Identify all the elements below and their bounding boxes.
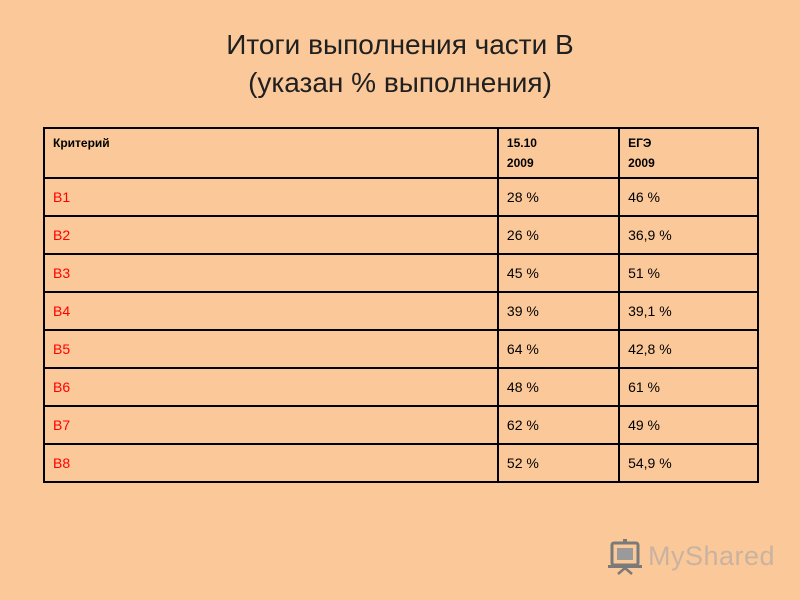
- ege-value-cell: 39,1 %: [618, 291, 759, 331]
- criterion-cell: В2: [43, 215, 499, 255]
- presentation-board-icon: [608, 539, 642, 575]
- criterion-cell: В5: [43, 329, 499, 369]
- table-row: В5 64 % 42,8 %: [43, 329, 759, 369]
- table-row: В7 62 % 49 %: [43, 405, 759, 445]
- date-value-cell: 62 %: [496, 405, 621, 445]
- criterion-cell: В6: [43, 367, 499, 407]
- ege-value-cell: 54,9 %: [618, 443, 759, 483]
- ege-value-cell: 61 %: [618, 367, 759, 407]
- logo-text: MyShared: [648, 541, 776, 571]
- criterion-cell: В8: [43, 443, 499, 483]
- header-ege-line-1: ЕГЭ: [628, 136, 652, 150]
- table-header-row: Критерий 15.10 2009 ЕГЭ 2009: [43, 127, 759, 179]
- header-ege-2009: ЕГЭ 2009: [618, 127, 759, 179]
- date-value-cell: 64 %: [496, 329, 621, 369]
- results-table: Критерий 15.10 2009 ЕГЭ 2009 В1 28 % 46 …: [43, 127, 759, 483]
- table-row: В2 26 % 36,9 %: [43, 215, 759, 255]
- title-line-1: Итоги выполнения части В: [226, 29, 574, 60]
- criterion-cell: В1: [43, 177, 499, 217]
- table-row: В3 45 % 51 %: [43, 253, 759, 293]
- date-value-cell: 26 %: [496, 215, 621, 255]
- header-date-2009: 15.10 2009: [496, 127, 621, 179]
- criterion-cell: В7: [43, 405, 499, 445]
- table-row: В4 39 % 39,1 %: [43, 291, 759, 331]
- ege-value-cell: 36,9 %: [618, 215, 759, 255]
- myshared-logo: MyShared: [606, 537, 775, 577]
- table-row: В8 52 % 54,9 %: [43, 443, 759, 483]
- date-value-cell: 52 %: [496, 443, 621, 483]
- date-value-cell: 45 %: [496, 253, 621, 293]
- header-ege-line-2: 2009: [628, 156, 655, 170]
- header-date-line-2: 2009: [506, 156, 534, 170]
- criterion-cell: В3: [43, 253, 499, 293]
- ege-value-cell: 42,8 %: [618, 329, 759, 369]
- date-value-cell: 28 %: [496, 177, 621, 217]
- slide-title: Итоги выполнения части В (указан % выпол…: [0, 26, 800, 102]
- ege-value-cell: 51 %: [618, 253, 759, 293]
- title-line-2: (указан % выполнения): [248, 67, 552, 98]
- date-value-cell: 48 %: [496, 367, 621, 407]
- table-row: В1 28 % 46 %: [43, 177, 759, 217]
- table-row: В6 48 % 61 %: [43, 367, 759, 407]
- header-criterion: Критерий: [43, 127, 499, 179]
- ege-value-cell: 46 %: [618, 177, 759, 217]
- criterion-cell: В4: [43, 291, 499, 331]
- header-date-line-1: 15.10: [506, 136, 537, 150]
- ege-value-cell: 49 %: [618, 405, 759, 445]
- date-value-cell: 39 %: [496, 291, 621, 331]
